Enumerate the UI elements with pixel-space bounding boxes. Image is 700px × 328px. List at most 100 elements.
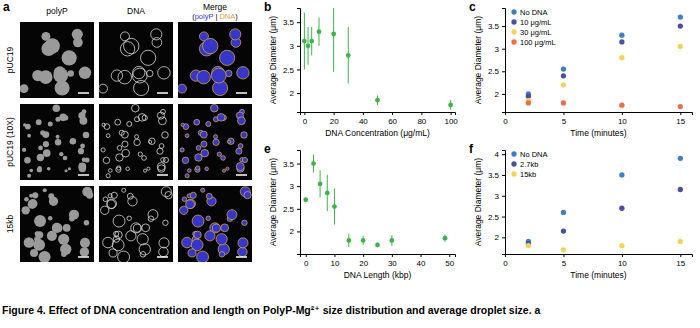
tick-mark — [297, 231, 300, 232]
droplet — [29, 169, 33, 173]
point — [448, 103, 453, 108]
y-axis-title: Average Diameter (μm) — [268, 16, 278, 105]
micrograph — [20, 22, 94, 98]
legend-entry: No DNA — [511, 8, 547, 17]
point — [619, 243, 624, 248]
droplet — [238, 247, 247, 256]
tick: 20 — [330, 112, 339, 126]
tick-label: 15 — [676, 259, 685, 268]
droplet — [103, 157, 110, 164]
droplet — [32, 192, 38, 198]
droplet — [22, 148, 26, 152]
micrograph — [178, 186, 252, 262]
legend: No DNA10 μg/mL30 μg/mL100 μg/mL — [511, 8, 555, 47]
tick-mark — [502, 175, 505, 176]
droplet — [121, 131, 128, 138]
tick: 2 — [495, 233, 505, 242]
point — [375, 243, 380, 248]
y-axis: 22.533.5 — [283, 9, 301, 113]
droplet — [217, 114, 225, 122]
droplet — [157, 112, 164, 119]
droplet — [187, 169, 191, 173]
scale-bar — [78, 256, 89, 258]
droplet — [24, 237, 35, 248]
tick-label: 2.5 — [488, 67, 500, 76]
row-label: pUC19 — [5, 47, 15, 74]
droplet — [117, 146, 122, 151]
droplet — [196, 166, 200, 170]
droplet — [53, 68, 68, 83]
droplet — [30, 249, 38, 257]
tick: 40 — [359, 112, 368, 126]
legend-entry: 30 μg/mL — [511, 28, 551, 37]
x-axis-title: Time (minutes) — [570, 128, 627, 138]
droplet — [24, 157, 31, 164]
panel-letter: b — [264, 0, 271, 14]
tick: 3 — [495, 45, 505, 54]
droplet — [72, 29, 83, 40]
tick-mark — [297, 69, 300, 70]
tick-mark — [297, 93, 300, 94]
tick-label: 0 — [503, 117, 508, 126]
droplet — [132, 104, 140, 112]
panel-letter: a — [3, 0, 10, 14]
tick-mark — [563, 112, 564, 115]
tick: 100 — [444, 112, 458, 126]
tick-label: 80 — [417, 117, 426, 126]
droplet — [138, 114, 146, 122]
droplet — [118, 251, 130, 262]
tick: 4 — [495, 150, 505, 159]
legend-entry: 10 μg/mL — [511, 18, 551, 27]
point — [346, 53, 351, 58]
point — [619, 32, 624, 37]
droplet — [163, 157, 168, 162]
point — [317, 29, 322, 34]
droplet — [178, 84, 186, 93]
droplet — [80, 247, 89, 256]
droplet — [182, 157, 189, 164]
droplet — [109, 249, 117, 257]
droplet — [48, 193, 54, 199]
tick: 3.5 — [283, 18, 300, 27]
legend-entry: No DNA — [511, 150, 547, 159]
droplet — [182, 237, 193, 248]
y-axis-title: Average Diameter (μm) — [473, 158, 483, 247]
x-axis: 051015 — [503, 112, 692, 126]
tick-mark — [449, 254, 450, 257]
tick-mark — [334, 254, 335, 257]
tick-label: 5 — [562, 259, 567, 268]
droplet — [186, 200, 195, 209]
point — [561, 66, 566, 71]
droplet — [79, 67, 91, 79]
micrograph — [99, 22, 173, 98]
droplet — [122, 188, 126, 192]
tick-label: 4 — [495, 150, 500, 159]
droplet — [78, 148, 84, 154]
legend: No DNA2.7kb15kb — [511, 150, 547, 179]
droplet — [120, 32, 129, 41]
droplet — [127, 193, 133, 199]
scale-bar — [157, 174, 168, 176]
y-axis: 22.533.5 — [488, 9, 506, 113]
tick: 3 — [290, 42, 300, 51]
row-label: pUC19 (10X) — [5, 117, 15, 167]
point — [561, 247, 566, 252]
point — [678, 104, 683, 109]
droplet — [83, 132, 90, 139]
tick-label: 2.5 — [488, 213, 500, 222]
droplet — [141, 50, 156, 65]
droplet — [101, 148, 105, 152]
droplet — [188, 249, 196, 257]
droplet — [221, 156, 226, 161]
droplet — [106, 174, 110, 178]
tick: 2.5 — [283, 66, 300, 75]
droplet — [142, 224, 150, 232]
tick: 10 — [330, 254, 339, 268]
droplet — [118, 70, 132, 84]
scale-bar — [78, 174, 89, 176]
droplet — [36, 119, 42, 125]
axis-line — [506, 255, 693, 258]
droplet — [135, 135, 139, 139]
droplet — [197, 251, 209, 262]
tick-label: 10 — [618, 117, 627, 126]
